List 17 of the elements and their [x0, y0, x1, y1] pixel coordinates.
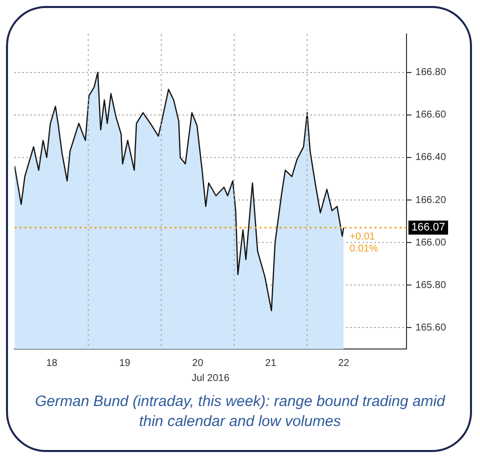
x-axis-title: Jul 2016 — [192, 372, 230, 384]
y-tick-label: 166.80 — [415, 67, 446, 78]
x-tick-label: 22 — [338, 358, 350, 369]
annotation: +0.01 — [350, 231, 376, 242]
x-tick-label: 20 — [192, 358, 204, 369]
y-tick-label: 166.00 — [415, 237, 446, 248]
ref-line-label: 166.07 — [411, 222, 446, 234]
y-tick-label: 165.80 — [415, 280, 446, 291]
y-tick-label: 165.60 — [415, 322, 446, 334]
x-tick-label: 21 — [265, 358, 277, 369]
y-tick-label: 166.20 — [415, 194, 446, 206]
x-tick-label: 19 — [119, 358, 131, 369]
x-tick-label: 18 — [46, 358, 58, 369]
y-tick-label: 166.40 — [415, 152, 446, 164]
y-tick-label: 166.60 — [415, 110, 446, 121]
text: German Bund (intraday, this week): range bound trading amid thin calendar and low volumes — [34, 392, 446, 432]
annotation: 0.01% — [350, 243, 378, 254]
